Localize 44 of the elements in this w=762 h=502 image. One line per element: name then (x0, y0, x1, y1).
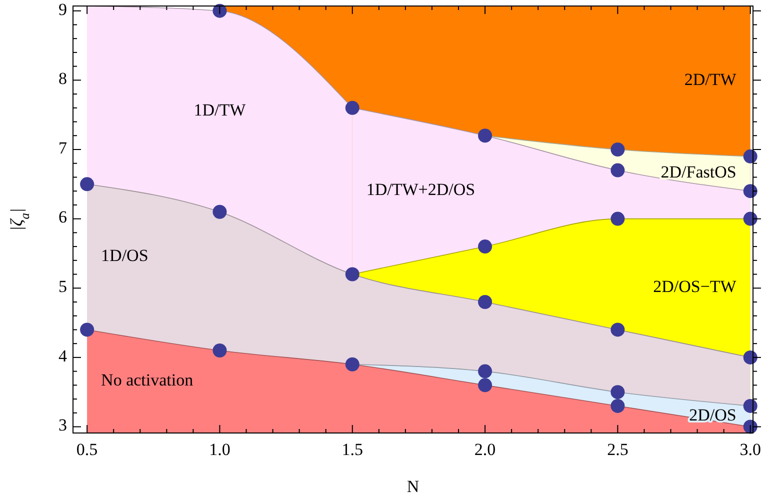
point (212, 344, 227, 358)
y-tick-label: 4 (58, 346, 68, 366)
point (478, 128, 492, 143)
x-tick-label: 1.0 (209, 440, 230, 459)
point (610, 163, 625, 178)
y-tick-label: 9 (58, 0, 67, 19)
point (610, 212, 625, 226)
series-label: 1D/TW+2D/OS (366, 180, 476, 199)
point (610, 398, 625, 413)
y-tick-label: 7 (58, 138, 68, 158)
point (345, 267, 360, 282)
x-axis-title: N (406, 477, 420, 496)
point (610, 322, 625, 337)
x-tick-label: 2.5 (607, 440, 628, 459)
y-tick-label: 3 (58, 416, 67, 435)
point (212, 4, 227, 18)
point (478, 364, 492, 378)
x-tick-label: 2.0 (474, 440, 496, 459)
y-tick-label: 6 (58, 208, 67, 227)
series-label: 2D/OS (689, 405, 736, 424)
x-tick-label: 1.5 (342, 440, 363, 459)
point (478, 294, 492, 309)
point (610, 385, 625, 400)
series-label: 1D/TW (194, 100, 247, 120)
y-tick-label: 8 (58, 69, 67, 88)
point (80, 322, 94, 337)
point (80, 177, 94, 192)
point (610, 142, 625, 156)
series-label: 2D/FastOS (660, 162, 736, 182)
point (345, 100, 360, 115)
series-label: No activation (101, 370, 194, 390)
series-label: 2D/TW (684, 70, 738, 90)
point (345, 357, 360, 372)
point (212, 204, 227, 219)
point (743, 184, 758, 198)
x-tick-label: 3.0 (740, 440, 761, 459)
series-label: 2D/OS−TW (653, 277, 738, 296)
point (478, 240, 492, 254)
series-label: 1D/OS (101, 246, 148, 265)
x-tick-label: 0.5 (76, 440, 98, 459)
point (478, 378, 492, 392)
y-tick-label: 5 (58, 277, 67, 296)
point (743, 149, 758, 164)
point (743, 398, 758, 413)
